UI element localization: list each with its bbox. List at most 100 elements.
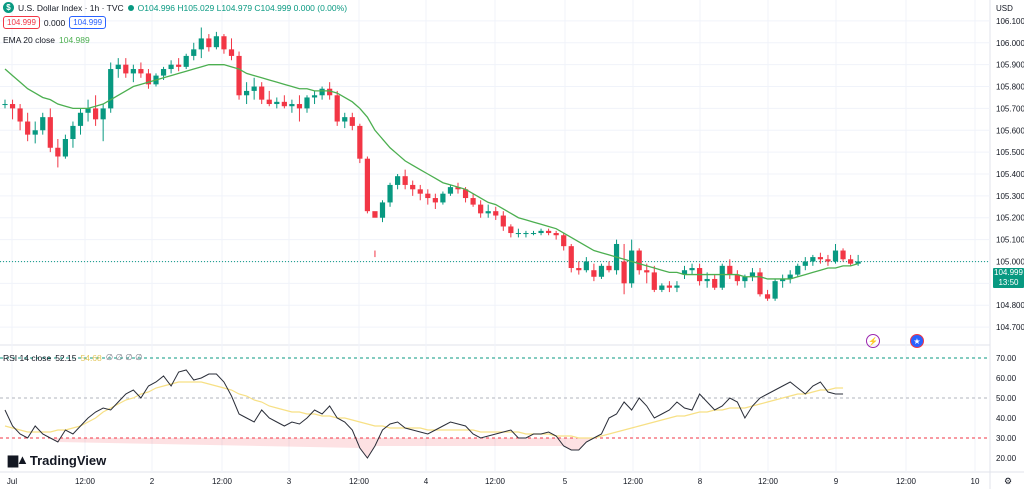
candle-body xyxy=(787,274,793,279)
ema-value: 104.989 xyxy=(58,35,90,45)
candle-body xyxy=(236,55,242,96)
candle-body xyxy=(62,139,68,157)
settings-gear-icon[interactable]: ⚙ xyxy=(1004,476,1012,486)
tv-logo-text: TradingView xyxy=(29,452,107,468)
candle-body xyxy=(523,233,529,235)
candle-body xyxy=(417,189,423,194)
candle-body xyxy=(508,226,514,234)
candle-body xyxy=(772,281,778,299)
symbol-icon: $ xyxy=(3,2,14,13)
rsi-tick-label: 70.00 xyxy=(996,354,1017,363)
candle-body xyxy=(296,104,303,109)
candle-body xyxy=(568,246,574,269)
candle-body xyxy=(281,101,287,107)
candle-body xyxy=(364,158,370,212)
candle-body xyxy=(462,189,469,199)
candle-body xyxy=(659,285,665,290)
candle-body xyxy=(644,270,650,273)
symbol-title[interactable]: U.S. Dollar Index · 1h · TVC xyxy=(18,2,124,13)
price-tick-label: 106.000 xyxy=(996,39,1024,48)
candle-body xyxy=(274,101,280,105)
rsi-tick-label: 30.00 xyxy=(996,434,1017,443)
tv-logo-icon: ▆▲ xyxy=(8,452,29,467)
candle-body xyxy=(2,104,8,106)
candle-body xyxy=(455,187,461,190)
candle-body xyxy=(553,233,559,236)
candle-body xyxy=(115,64,121,70)
live-dot-icon xyxy=(127,4,134,11)
time-tick-label: Jul xyxy=(7,477,17,486)
candle-body xyxy=(749,272,756,277)
candle-body xyxy=(70,125,76,140)
candle-body xyxy=(213,36,219,48)
candle-body xyxy=(719,265,725,288)
price-tick-label: 104.800 xyxy=(996,301,1024,310)
spread-value: 0.000 xyxy=(43,17,66,28)
time-tick-label: 2 xyxy=(150,477,155,486)
candle-body xyxy=(621,261,627,284)
tradingview-logo[interactable]: ▆▲ TradingView xyxy=(8,452,106,468)
candle-body xyxy=(493,211,499,216)
candle-body xyxy=(598,265,605,277)
time-tick-label: 12:00 xyxy=(349,477,370,486)
rsi-tick-label: 20.00 xyxy=(996,454,1017,463)
time-tick-label: 5 xyxy=(563,477,568,486)
rsi-legend[interactable]: RSI 14 close 52.15 54.68 ∅ ∅ ∅ ∅ xyxy=(3,352,142,363)
candle-body xyxy=(228,49,235,56)
bar-countdown: 13:50 xyxy=(998,278,1019,287)
rsi-ma-line xyxy=(4,381,844,439)
candle-body xyxy=(817,257,823,260)
candle-body xyxy=(712,278,718,288)
candle-body xyxy=(183,55,189,67)
candle-body xyxy=(500,215,506,227)
time-tick-label: 4 xyxy=(424,477,429,486)
rsi-extras: ∅ ∅ ∅ ∅ xyxy=(105,352,143,362)
candle-body xyxy=(77,112,84,126)
candle-body xyxy=(764,294,771,299)
candle-body xyxy=(9,104,16,109)
candle-body xyxy=(840,250,846,260)
axes: 106.100 106.000 105.900 105.800 105.700 105.6… xyxy=(7,4,1024,486)
bid-ask-row: 104.999 0.000 104.999 xyxy=(3,16,107,29)
candle-body xyxy=(629,250,635,284)
buy-button[interactable]: 104.999 xyxy=(69,16,107,29)
candle-body xyxy=(591,270,597,277)
candle-body xyxy=(85,108,91,113)
candle-body xyxy=(447,187,454,194)
price-tick-label: 105.700 xyxy=(996,104,1024,113)
candle-body xyxy=(206,38,212,48)
candle-body xyxy=(244,90,250,96)
candle-body xyxy=(259,86,265,100)
candle-body xyxy=(55,147,61,157)
time-tick-label: 3 xyxy=(287,477,292,486)
time-tick-label: 12:00 xyxy=(212,477,233,486)
rsi-tick-label: 60.00 xyxy=(996,374,1017,383)
symbol-legend[interactable]: $ U.S. Dollar Index · 1h · TVC O104.996 … xyxy=(3,2,347,13)
candle-body xyxy=(810,257,816,262)
lightning-icon[interactable]: ⚡ xyxy=(866,334,880,348)
rsi-pane xyxy=(0,357,990,459)
candle-body xyxy=(606,265,612,271)
candle-body xyxy=(802,261,808,266)
candle-body xyxy=(357,125,363,159)
candle-body xyxy=(304,97,310,109)
candle-body xyxy=(425,193,431,199)
price-tick-label: 105.300 xyxy=(996,192,1024,201)
price-tick-label: 105.800 xyxy=(996,83,1024,92)
sell-button[interactable]: 104.999 xyxy=(3,16,40,29)
time-tick-label: 10 xyxy=(971,477,980,486)
candle-body xyxy=(160,69,167,76)
rsi-tick-label: 50.00 xyxy=(996,394,1017,403)
candle-body xyxy=(40,117,46,131)
rsi-oversold-fill xyxy=(50,438,594,458)
candle-body xyxy=(334,95,340,122)
candle-body xyxy=(538,230,544,234)
us-flag-icon[interactable]: ★ xyxy=(910,334,924,348)
price-tick-label: 105.400 xyxy=(996,170,1024,179)
current-price-tag: 104.999 13:50 xyxy=(993,268,1024,288)
rsi-tick-label: 40.00 xyxy=(996,414,1017,423)
candle-body xyxy=(395,176,401,185)
candle-body xyxy=(674,285,680,288)
ema-legend[interactable]: EMA 20 close 104.989 xyxy=(3,35,90,45)
